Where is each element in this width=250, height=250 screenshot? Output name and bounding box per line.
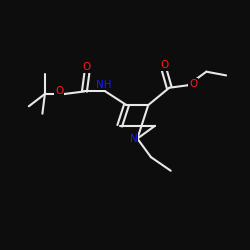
Text: O: O [189, 79, 198, 89]
Text: O: O [83, 62, 91, 72]
Text: O: O [55, 86, 63, 97]
Text: NH: NH [96, 80, 112, 90]
Text: O: O [160, 60, 168, 70]
Text: N: N [130, 134, 138, 143]
